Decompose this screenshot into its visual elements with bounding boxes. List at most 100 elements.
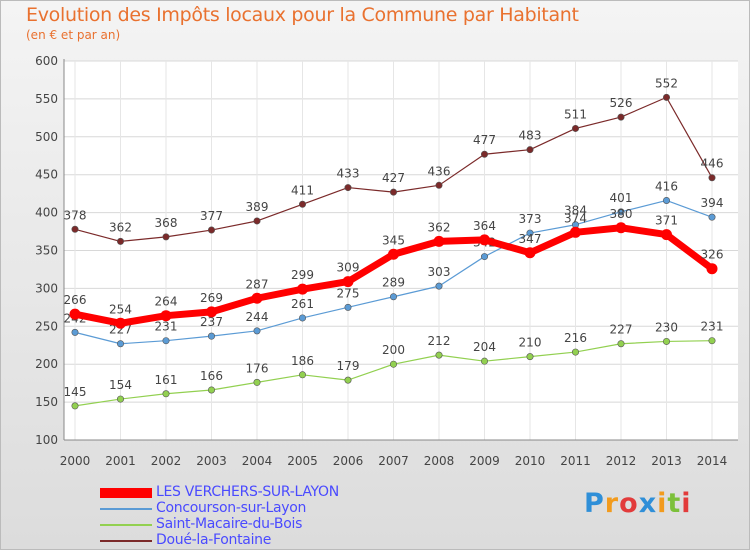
data-label-dou-la-fontaine-2007: 427 (382, 171, 405, 185)
data-point-dou-la-fontaine-2007 (389, 188, 397, 196)
data-point-dou-la-fontaine-2010 (526, 146, 534, 154)
chart-subtitle: (en € et par an) (26, 28, 121, 42)
data-label-les-verchers-sur-layon-2000: 266 (64, 293, 87, 307)
data-point-concourson-sur-layon-2010 (526, 229, 534, 237)
data-label-saint-macaire-du-bois-2004: 176 (246, 361, 269, 375)
data-point-dou-la-fontaine-2008 (435, 181, 443, 189)
data-label-les-verchers-sur-layon-2004: 287 (246, 277, 269, 291)
data-label-concourson-sur-layon-2012: 401 (610, 191, 633, 205)
legend-label-doue: Doué-la-Fontaine (156, 532, 272, 548)
data-label-saint-macaire-du-bois-2002: 161 (155, 373, 178, 387)
data-label-saint-macaire-du-bois-2005: 186 (291, 354, 314, 368)
data-point-saint-macaire-du-bois-2008 (435, 351, 443, 359)
x-tick-label-2010: 2010 (515, 454, 546, 468)
legend-swatch-saint-macaire (100, 524, 152, 526)
data-point-dou-la-fontaine-2011 (571, 124, 579, 132)
data-point-dou-la-fontaine-2014 (708, 174, 716, 182)
data-label-les-verchers-sur-layon-2012: 380 (610, 207, 633, 221)
data-label-dou-la-fontaine-2009: 477 (473, 133, 496, 147)
data-point-saint-macaire-du-bois-2013 (662, 337, 670, 345)
y-tick-label-250: 250 (35, 319, 58, 333)
data-point-les-verchers-sur-layon-2003 (206, 306, 217, 318)
proxiti-logo: Proxiti (584, 488, 692, 519)
legend-label-saint-macaire: Saint-Macaire-du-Bois (156, 516, 303, 532)
data-label-les-verchers-sur-layon-2011: 374 (564, 211, 587, 225)
data-label-concourson-sur-layon-2011: 384 (564, 204, 587, 218)
data-label-saint-macaire-du-bois-2010: 210 (519, 336, 542, 350)
data-point-les-verchers-sur-layon-2008 (433, 235, 445, 247)
data-label-saint-macaire-du-bois-2007: 200 (382, 343, 405, 357)
data-label-saint-macaire-du-bois-2008: 212 (428, 334, 451, 348)
y-tick-label-550: 550 (35, 92, 58, 106)
data-point-dou-la-fontaine-2001 (117, 237, 125, 245)
x-tick-label-2007: 2007 (378, 454, 409, 468)
data-point-saint-macaire-du-bois-2003 (208, 386, 216, 394)
data-label-dou-la-fontaine-2013: 552 (655, 76, 678, 90)
data-label-concourson-sur-layon-2014: 394 (701, 196, 724, 210)
data-point-les-verchers-sur-layon-2011 (570, 226, 581, 238)
data-label-saint-macaire-du-bois-2013: 230 (655, 320, 678, 334)
data-point-dou-la-fontaine-2002 (162, 233, 170, 241)
data-label-les-verchers-sur-layon-2010: 347 (519, 232, 542, 246)
data-label-saint-macaire-du-bois-2012: 227 (610, 323, 633, 337)
data-label-les-verchers-sur-layon-2005: 299 (291, 268, 314, 282)
x-tick-label-2014: 2014 (697, 454, 728, 468)
data-label-concourson-sur-layon-2013: 416 (655, 179, 678, 193)
data-label-concourson-sur-layon-2008: 303 (428, 265, 451, 279)
y-tick-label-400: 400 (35, 206, 58, 220)
x-tick-label-2000: 2000 (60, 454, 91, 468)
data-point-dou-la-fontaine-2009 (480, 150, 488, 158)
y-tick-label-500: 500 (35, 130, 58, 144)
data-label-les-verchers-sur-layon-2014: 326 (701, 248, 724, 262)
data-point-saint-macaire-du-bois-2010 (526, 353, 534, 361)
data-point-saint-macaire-du-bois-2000 (71, 402, 79, 410)
data-point-saint-macaire-du-bois-2006 (344, 376, 352, 384)
data-label-dou-la-fontaine-2012: 526 (610, 96, 633, 110)
data-point-saint-macaire-du-bois-2001 (117, 395, 125, 403)
y-tick-label-600: 600 (35, 54, 58, 68)
data-point-saint-macaire-du-bois-2005 (298, 371, 306, 379)
data-label-dou-la-fontaine-2001: 362 (109, 220, 132, 234)
x-tick-label-2013: 2013 (651, 454, 682, 468)
data-label-saint-macaire-du-bois-2011: 216 (564, 331, 587, 345)
data-label-les-verchers-sur-layon-2009: 364 (473, 219, 496, 233)
data-label-les-verchers-sur-layon-2013: 371 (655, 214, 678, 228)
data-label-les-verchers-sur-layon-2006: 309 (337, 261, 360, 275)
data-label-les-verchers-sur-layon-2003: 269 (200, 291, 223, 305)
data-point-saint-macaire-du-bois-2002 (162, 390, 170, 398)
x-tick-label-2004: 2004 (242, 454, 273, 468)
data-label-concourson-sur-layon-2010: 373 (519, 212, 542, 226)
data-label-les-verchers-sur-layon-2001: 254 (109, 302, 132, 316)
data-label-concourson-sur-layon-2001: 227 (109, 323, 132, 337)
data-point-dou-la-fontaine-2000 (71, 225, 79, 233)
data-point-concourson-sur-layon-2001 (117, 340, 125, 348)
data-label-concourson-sur-layon-2005: 261 (291, 297, 314, 311)
data-point-saint-macaire-du-bois-2014 (708, 337, 716, 345)
data-label-dou-la-fontaine-2004: 389 (246, 200, 269, 214)
data-point-les-verchers-sur-layon-2006 (342, 276, 354, 288)
x-tick-label-2003: 2003 (196, 454, 227, 468)
data-label-dou-la-fontaine-2006: 433 (337, 167, 360, 181)
data-point-dou-la-fontaine-2013 (662, 93, 670, 101)
data-label-dou-la-fontaine-2011: 511 (564, 107, 587, 121)
data-label-concourson-sur-layon-2007: 289 (382, 276, 405, 290)
data-point-saint-macaire-du-bois-2011 (571, 348, 579, 356)
data-point-concourson-sur-layon-2002 (162, 337, 170, 345)
data-point-les-verchers-sur-layon-2002 (160, 310, 172, 322)
data-point-saint-macaire-du-bois-2009 (480, 357, 488, 365)
data-label-dou-la-fontaine-2002: 368 (155, 216, 178, 230)
data-label-les-verchers-sur-layon-2002: 264 (155, 295, 178, 309)
data-point-concourson-sur-layon-2004 (253, 327, 261, 335)
y-tick-label-200: 200 (35, 357, 58, 371)
data-point-les-verchers-sur-layon-2013 (661, 229, 672, 241)
data-label-saint-macaire-du-bois-2000: 145 (64, 385, 87, 399)
y-tick-label-450: 450 (35, 168, 58, 182)
x-tick-label-2009: 2009 (469, 454, 500, 468)
data-label-dou-la-fontaine-2008: 436 (428, 164, 451, 178)
x-tick-label-2012: 2012 (606, 454, 637, 468)
x-tick-label-2008: 2008 (424, 454, 455, 468)
data-point-les-verchers-sur-layon-2009 (479, 234, 490, 246)
legend-label-concourson: Concourson-sur-Layon (156, 500, 307, 516)
data-label-dou-la-fontaine-2010: 483 (519, 129, 542, 143)
data-label-concourson-sur-layon-2002: 231 (155, 320, 178, 334)
